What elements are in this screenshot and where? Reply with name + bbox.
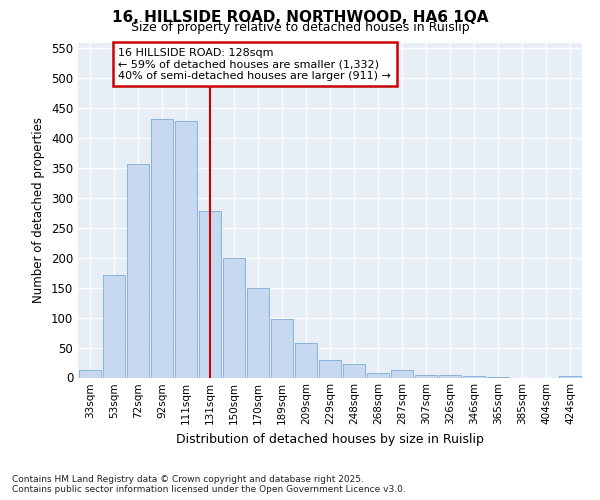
- Text: Size of property relative to detached houses in Ruislip: Size of property relative to detached ho…: [131, 21, 469, 34]
- Bar: [343, 364, 365, 378]
- Bar: [319, 360, 341, 378]
- Bar: [439, 374, 461, 378]
- Bar: [391, 370, 413, 378]
- Bar: [559, 376, 581, 378]
- Bar: [103, 274, 125, 378]
- Bar: [415, 374, 437, 378]
- Bar: [127, 164, 149, 378]
- Bar: [247, 288, 269, 378]
- Bar: [79, 370, 101, 378]
- Text: 16 HILLSIDE ROAD: 128sqm
← 59% of detached houses are smaller (1,332)
40% of sem: 16 HILLSIDE ROAD: 128sqm ← 59% of detach…: [118, 48, 391, 80]
- Y-axis label: Number of detached properties: Number of detached properties: [32, 117, 46, 303]
- Bar: [79, 370, 101, 378]
- X-axis label: Distribution of detached houses by size in Ruislip: Distribution of detached houses by size …: [176, 433, 484, 446]
- Bar: [463, 376, 485, 378]
- Bar: [559, 376, 581, 378]
- Bar: [103, 274, 125, 378]
- Bar: [367, 374, 389, 378]
- Bar: [199, 211, 221, 378]
- Bar: [295, 343, 317, 378]
- Bar: [343, 364, 365, 378]
- Bar: [175, 122, 197, 378]
- Bar: [271, 319, 293, 378]
- Bar: [223, 258, 245, 378]
- Bar: [175, 122, 197, 378]
- Bar: [223, 258, 245, 378]
- Bar: [151, 119, 173, 378]
- Text: 16, HILLSIDE ROAD, NORTHWOOD, HA6 1QA: 16, HILLSIDE ROAD, NORTHWOOD, HA6 1QA: [112, 10, 488, 25]
- Bar: [127, 164, 149, 378]
- Bar: [151, 119, 173, 378]
- Bar: [367, 374, 389, 378]
- Bar: [415, 374, 437, 378]
- Bar: [271, 319, 293, 378]
- Bar: [319, 360, 341, 378]
- Bar: [439, 374, 461, 378]
- Bar: [487, 377, 509, 378]
- Text: Contains HM Land Registry data © Crown copyright and database right 2025.
Contai: Contains HM Land Registry data © Crown c…: [12, 474, 406, 494]
- Bar: [199, 211, 221, 378]
- Bar: [391, 370, 413, 378]
- Bar: [487, 377, 509, 378]
- Bar: [463, 376, 485, 378]
- Bar: [295, 343, 317, 378]
- Bar: [247, 288, 269, 378]
